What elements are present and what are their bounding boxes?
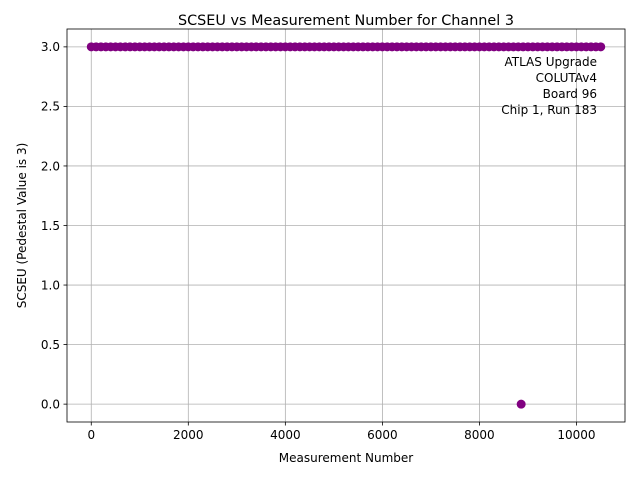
y-tick-label: 2.5 xyxy=(41,100,60,114)
axis-ticks: 0 2000 4000 6000 8000 10000 0.0 0.5 1.0 1.5 2.0 2.5… xyxy=(41,40,596,442)
x-tick-label: 6000 xyxy=(367,428,398,442)
y-tick-label: 0.5 xyxy=(41,338,60,352)
x-tick-label: 0 xyxy=(87,428,95,442)
y-tick-label: 3.0 xyxy=(41,40,60,54)
data-points xyxy=(86,42,606,409)
y-tick-label: 0.0 xyxy=(41,397,60,411)
y-axis-label: SCSEU (Pedestal Value is 3) xyxy=(15,143,29,309)
y-tick-label: 2.0 xyxy=(41,159,60,173)
chart-title: SCSEU vs Measurement Number for Channel … xyxy=(178,13,514,29)
annotation-box: ATLAS Upgrade COLUTAv4 Board 96 Chip 1, … xyxy=(501,55,597,117)
y-tick-label: 1.0 xyxy=(41,278,60,292)
annotation-line-4: Chip 1, Run 183 xyxy=(501,103,597,117)
data-point xyxy=(596,42,606,52)
x-tick-label: 10000 xyxy=(557,428,595,442)
x-axis-label: Measurement Number xyxy=(279,451,413,465)
y-tick-label: 1.5 xyxy=(41,219,60,233)
grid-lines xyxy=(67,29,625,422)
annotation-line-1: ATLAS Upgrade xyxy=(504,55,597,69)
x-tick-label: 8000 xyxy=(464,428,495,442)
annotation-line-2: COLUTAv4 xyxy=(536,71,597,85)
x-tick-label: 2000 xyxy=(173,428,204,442)
annotation-line-3: Board 96 xyxy=(543,87,597,101)
data-point xyxy=(516,399,526,409)
x-tick-label: 4000 xyxy=(270,428,301,442)
